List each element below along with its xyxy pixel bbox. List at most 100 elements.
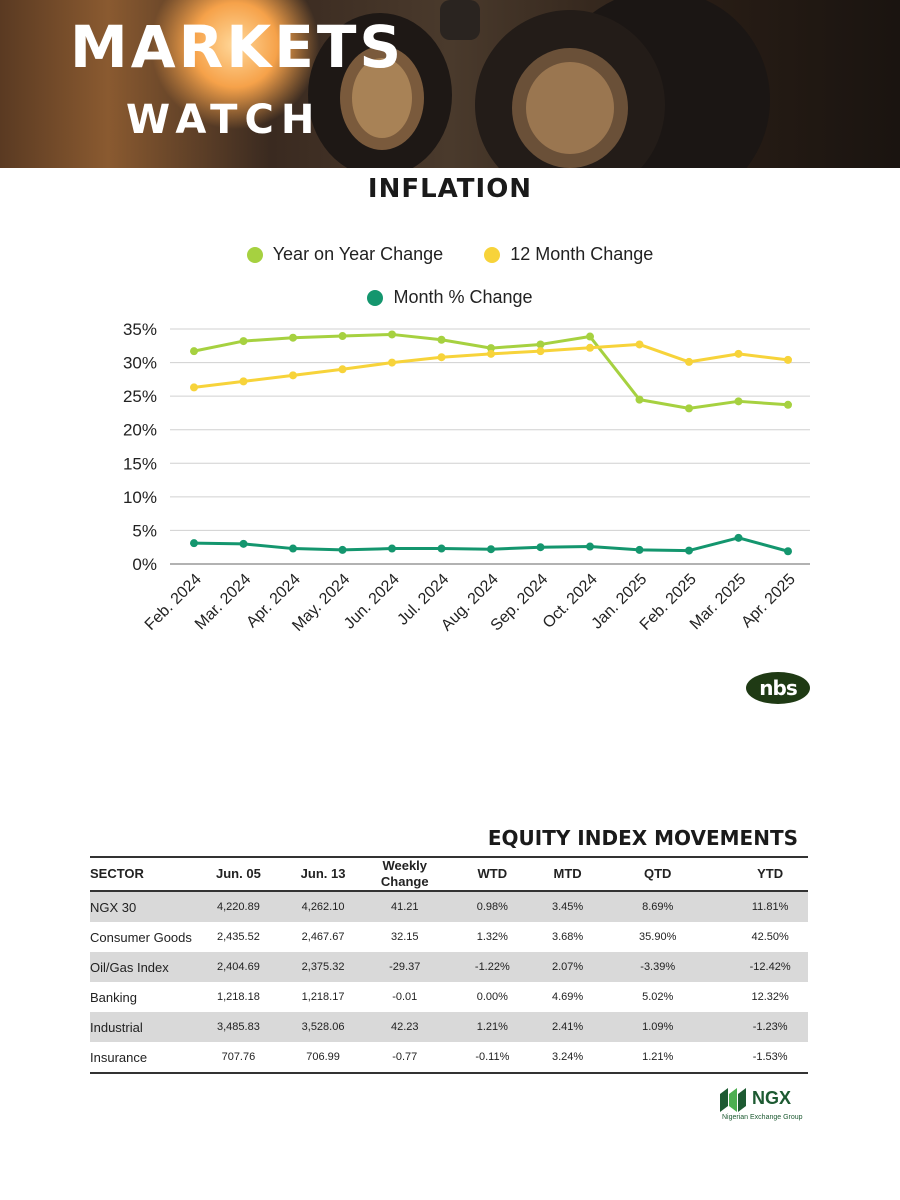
cell-weekly: 32.15 [390,931,419,943]
header-weekly-line1: Weekly [382,858,428,874]
data-point [635,395,644,404]
legend-item-12month: 12 Month Change [484,244,653,265]
table-header-row: SECTOR Jun. 05 Jun. 13 Weekly Change WTD… [90,856,808,892]
data-point [190,539,198,548]
binoculars-image [308,0,770,168]
data-point [536,347,545,356]
data-point [734,349,743,358]
header-jun13: Jun. 13 [269,856,377,892]
cell-ytd: 11.81% [732,891,808,922]
header-jun05: Jun. 05 [207,856,270,892]
cell-qtd: 1.21% [583,1042,733,1074]
legend-item-yoy: Year on Year Change [246,244,443,265]
data-point [388,544,396,553]
legend-label-month: Month % Change [393,287,533,307]
cell-wtd: 1.32% [476,931,508,943]
data-point [239,337,248,346]
cell-qtd: 5.02% [642,991,674,1003]
legend-item-month: Month % Change [367,287,533,308]
cell-jun05: 707.76 [207,1042,270,1074]
equity-table-title: EQUITY INDEX MOVEMENTS [487,826,798,850]
cell-weekly: 41.21 [376,891,433,922]
cell-mtd: 3.68% [551,931,584,943]
hero-banner: MARKETS WATCH [0,0,900,168]
ngx-mark-icon [720,1088,746,1112]
header-weekly-change: Weekly Change [376,856,433,892]
ngx-logo-text: NGX [752,1088,792,1108]
data-point [289,333,297,342]
x-tick-label: Apr. 2025 [738,571,799,632]
cell-ytd: -1.53% [732,1042,808,1074]
cell-qtd: 1.09% [583,1012,733,1042]
y-tick-label: 35% [123,320,157,339]
data-point [784,400,792,409]
cell-sector: NGX 30 [90,891,208,922]
cell-mtd: 3.45% [551,891,584,922]
cell-ytd: 42.50% [751,931,789,943]
data-point [784,355,792,364]
cell-weekly: -29.37 [376,952,433,982]
data-point [685,357,693,366]
cell-sector: Consumer Goods [90,929,192,945]
data-point [239,539,248,548]
data-point [289,371,297,380]
cell-weekly: 42.23 [376,1012,433,1042]
header-sector: SECTOR [90,856,208,892]
table-row: Industrial 3,485.83 3,528.06 42.23 1.21%… [90,1012,808,1042]
y-tick-label: 20% [123,421,157,440]
cell-sector: Oil/Gas Index [90,952,208,982]
legend-dot-12month-icon [484,246,501,263]
data-point [190,347,198,356]
data-point [635,545,644,554]
data-point [338,545,347,554]
table-row: Banking 1,218.18 1,218.17 -0.01 0.00% 4.… [90,982,808,1012]
y-tick-label: 0% [132,555,157,574]
cell-wtd: -1.22% [432,952,552,982]
header-qtd: QTD [583,856,733,892]
cell-jun13: 2,375.32 [269,952,377,982]
cell-jun13: 2,467.67 [301,931,345,943]
cell-mtd: 4.69% [551,991,584,1003]
data-point [536,543,545,552]
header-mtd: MTD [551,856,584,892]
cell-wtd: 1.21% [432,1012,552,1042]
chart-legend-row-2: Month % Change [0,287,900,311]
legend-dot-yoy-icon [246,246,263,263]
data-point [685,404,693,413]
data-point [487,344,495,353]
data-point [586,332,594,341]
cell-jun13: 706.99 [269,1042,377,1074]
table-row: Oil/Gas Index 2,404.69 2,375.32 -29.37 -… [90,952,808,982]
cell-wtd: 0.98% [432,891,552,922]
cell-sector: Industrial [90,1012,208,1042]
cell-sector: Banking [90,989,137,1005]
data-point [586,542,594,551]
data-point [586,343,594,352]
y-tick-label: 25% [123,387,157,406]
nbs-logo: nbs [746,672,810,704]
data-point [338,365,347,374]
data-point [437,353,446,362]
header-ytd: YTD [732,856,808,892]
cell-jun05: 2,404.69 [207,952,270,982]
data-point [734,533,743,542]
table-row: NGX 30 4,220.89 4,262.10 41.21 0.98% 3.4… [90,891,808,922]
data-point [239,377,248,386]
cell-qtd: 35.90% [639,931,677,943]
ngx-logo-tagline: Nigerian Exchange Group [722,1114,803,1121]
legend-label-12month: 12 Month Change [510,244,654,264]
data-point [536,340,545,349]
hero-light-glow [150,0,320,130]
table-row: Consumer Goods 2,435.52 2,467.67 32.15 1… [90,922,808,952]
table-row: Insurance 707.76 706.99 -0.77 -0.11% 3.2… [90,1042,808,1074]
y-tick-label: 5% [132,521,157,540]
chart-legend-row-1: Year on Year Change 12 Month Change [0,244,900,268]
cell-jun13: 3,528.06 [269,1012,377,1042]
cell-jun05: 3,485.83 [207,1012,270,1042]
y-tick-label: 10% [123,488,157,507]
equity-index-table: SECTOR Jun. 05 Jun. 13 Weekly Change WTD… [90,856,808,1074]
cell-jun05: 1,218.18 [217,991,260,1003]
header-wtd: WTD [432,856,552,892]
hero-subtitle: WATCH [126,97,322,143]
cell-sector: Insurance [90,1042,208,1074]
